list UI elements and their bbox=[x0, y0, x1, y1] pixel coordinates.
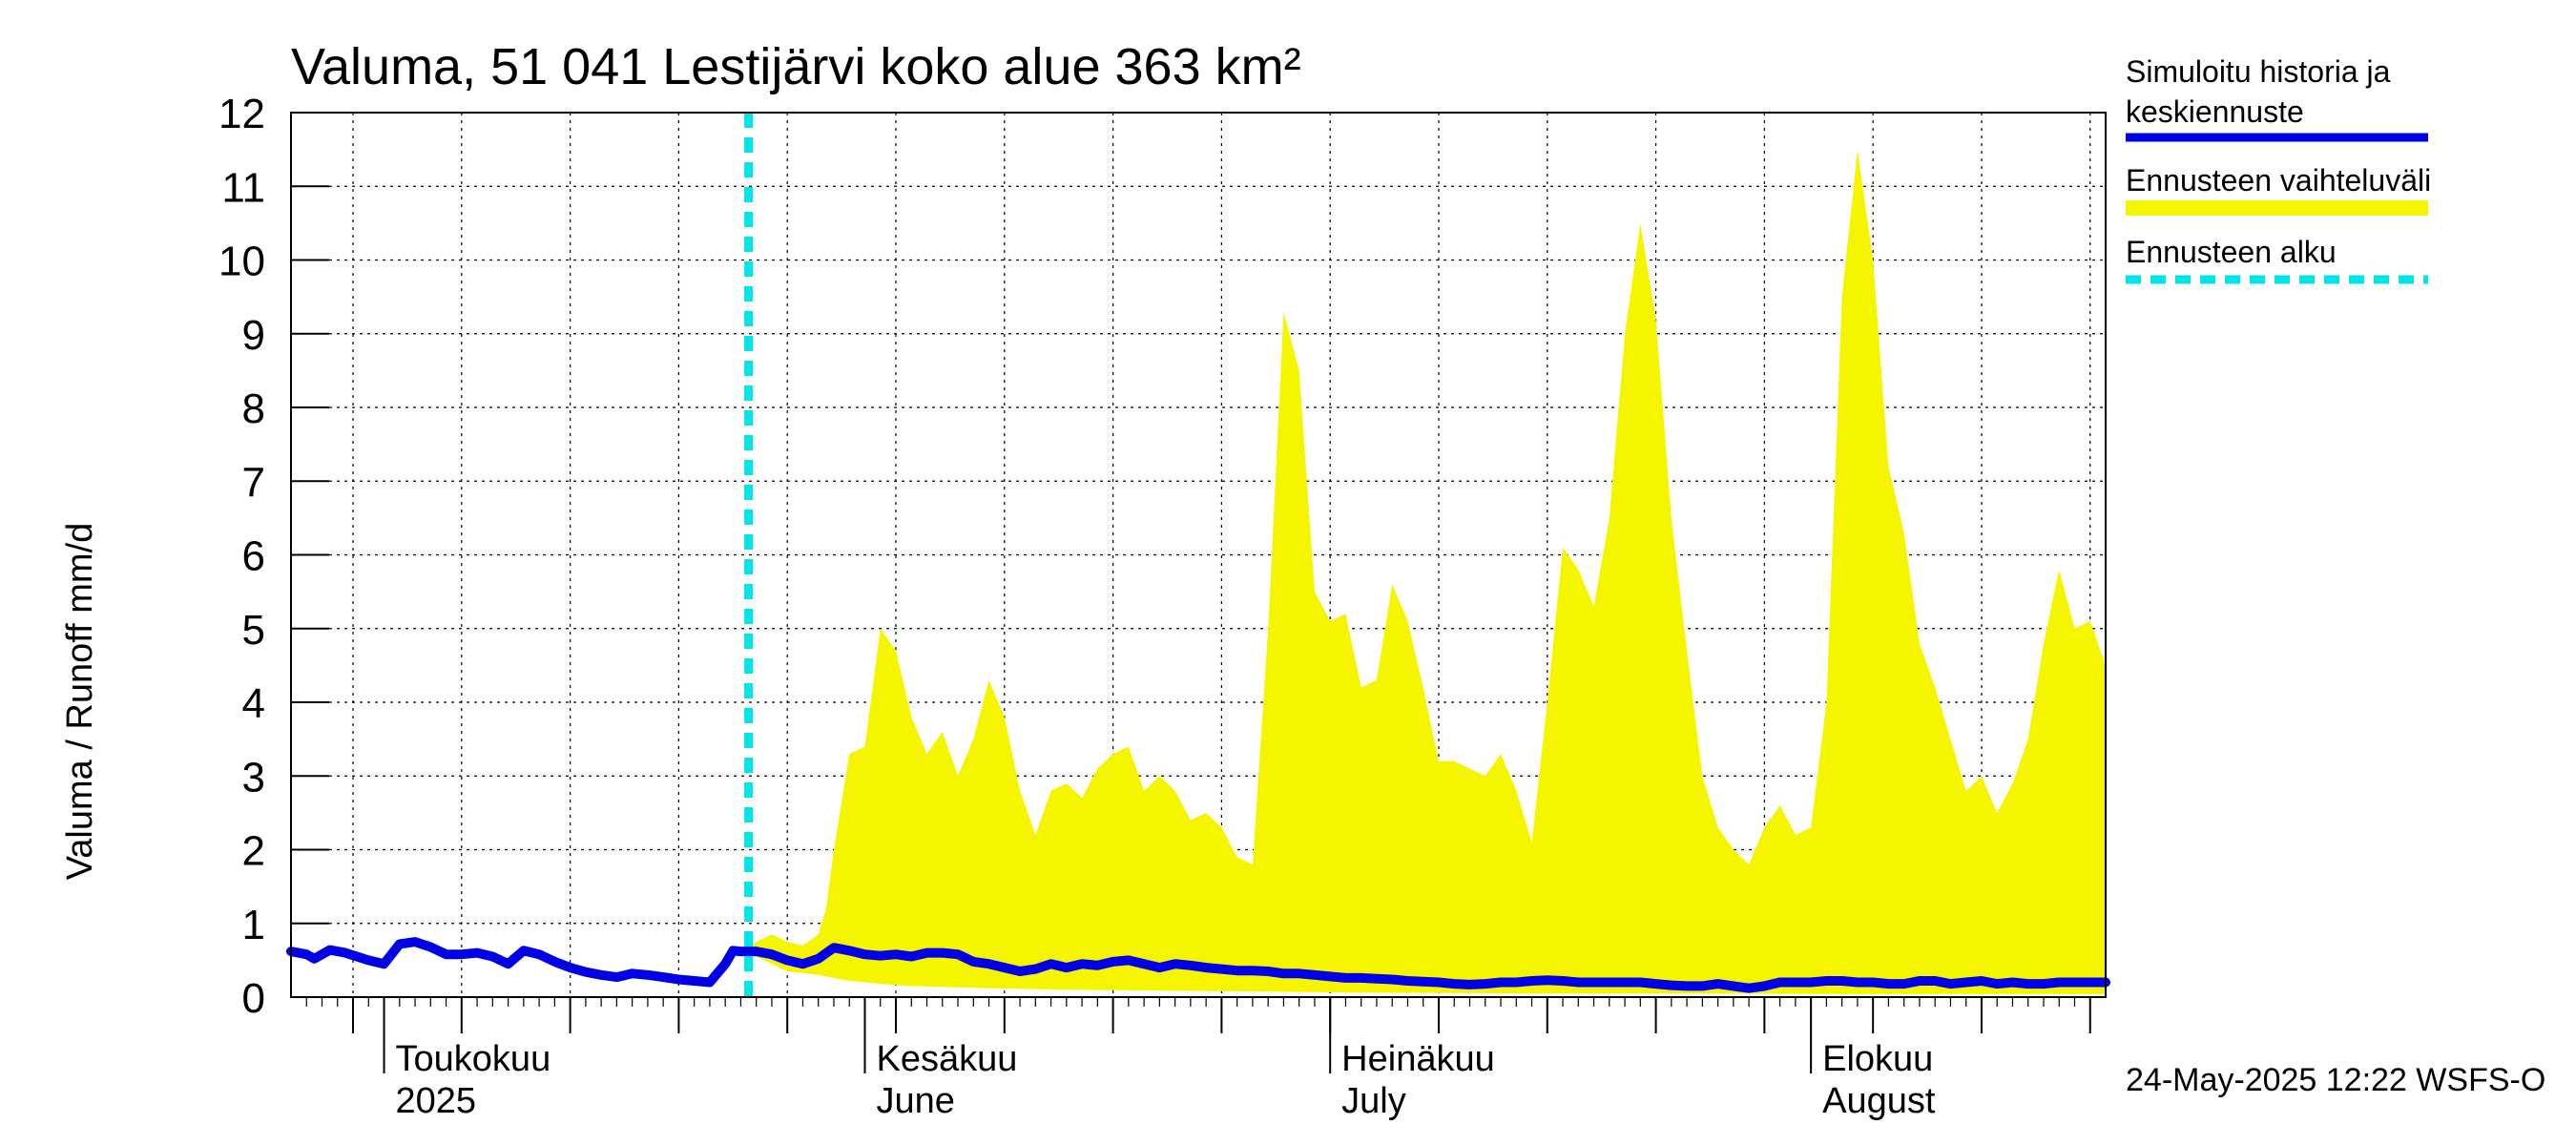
month-label-0: Toukokuu bbox=[396, 1039, 551, 1079]
month-sublabel-1: June bbox=[876, 1081, 954, 1121]
month-label-3: Elokuu bbox=[1822, 1039, 1933, 1079]
month-label-1: Kesäkuu bbox=[876, 1039, 1017, 1079]
chart-title: Valuma, 51 041 Lestijärvi koko alue 363 … bbox=[291, 38, 1301, 95]
timestamp: 24-May-2025 12:22 WSFS-O bbox=[2126, 1062, 2545, 1098]
y-tick-label-10: 10 bbox=[218, 239, 265, 285]
legend-label-range: Ennusteen vaihteluväli bbox=[2126, 163, 2431, 198]
mean-forecast-line bbox=[286, 937, 2110, 993]
y-tick-label-6: 6 bbox=[242, 533, 265, 580]
y-tick-label-8: 8 bbox=[242, 385, 265, 432]
month-sublabel-0: 2025 bbox=[396, 1081, 477, 1121]
y-tick-label-4: 4 bbox=[242, 680, 265, 727]
x-tick-marks bbox=[305, 997, 2091, 1033]
legend-label-mean-line1: Simuloitu historia ja bbox=[2126, 54, 2391, 89]
legend-label-mean-line2: keskiennuste bbox=[2126, 94, 2304, 129]
y-tick-label-5: 5 bbox=[242, 607, 265, 654]
y-tick-label-1: 1 bbox=[242, 902, 265, 948]
legend: Simuloitu historia ja keskiennuste Ennus… bbox=[2126, 54, 2431, 284]
y-tick-label-9: 9 bbox=[242, 312, 265, 359]
y-tick-label-7: 7 bbox=[242, 459, 265, 506]
y-tick-label-0: 0 bbox=[242, 975, 265, 1022]
mean-forecast-polyline bbox=[286, 937, 2110, 993]
month-sublabel-3: August bbox=[1822, 1081, 1936, 1121]
month-sublabel-2: July bbox=[1341, 1081, 1406, 1121]
y-tick-label-3: 3 bbox=[242, 754, 265, 801]
month-label-2: Heinäkuu bbox=[1341, 1039, 1495, 1079]
forecast-range-band bbox=[748, 149, 2106, 994]
y-tick-label-11: 11 bbox=[221, 164, 265, 211]
y-tick-label-2: 2 bbox=[242, 828, 265, 875]
y-tick-label-12: 12 bbox=[218, 91, 265, 137]
y-axis-label: Valuma / Runoff mm/d bbox=[60, 523, 100, 881]
legend-label-forecast-start: Ennusteen alku bbox=[2126, 235, 2337, 269]
forecast-range-area bbox=[748, 149, 2106, 994]
